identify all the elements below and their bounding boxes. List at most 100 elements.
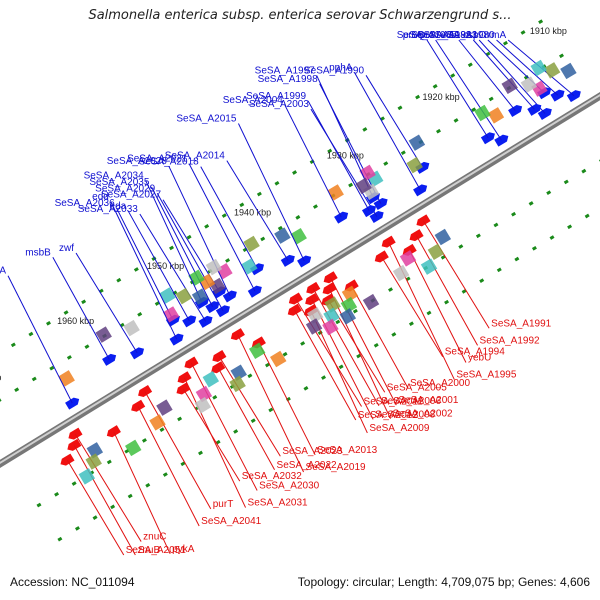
- gene-arrow[interactable]: [527, 102, 543, 116]
- gene-label[interactable]: SeSA_A1983: [417, 30, 477, 41]
- gene-arrow[interactable]: [66, 427, 83, 442]
- gene-arrow[interactable]: [65, 438, 82, 453]
- gene-label[interactable]: proQ: [403, 30, 425, 41]
- gene-label[interactable]: SeSA_A2036: [55, 198, 115, 209]
- gene-arrow[interactable]: [65, 396, 81, 410]
- gene-label[interactable]: SeSA_A1997: [255, 66, 315, 77]
- gene-label[interactable]: SeSA_A2011: [364, 396, 424, 407]
- gene-arrow[interactable]: [210, 349, 227, 364]
- gene-arrow[interactable]: [408, 229, 424, 243]
- gene-arrow[interactable]: [280, 253, 297, 267]
- gene-arrow[interactable]: [480, 130, 497, 145]
- gene-label[interactable]: SeSA_A2014: [165, 151, 225, 162]
- gene-arrow[interactable]: [209, 361, 226, 375]
- gene-label[interactable]: SeSA_A2006: [381, 396, 441, 407]
- gene-label[interactable]: SeSA_A2021: [127, 154, 187, 165]
- gene-label[interactable]: SeSA_A2033: [78, 204, 138, 215]
- gene-label[interactable]: SeSA_A2019: [306, 462, 366, 473]
- gene-arrow[interactable]: [373, 196, 390, 211]
- gene-label[interactable]: rrmA: [484, 30, 506, 41]
- gene-arrow[interactable]: [334, 210, 350, 224]
- gene-arrow[interactable]: [380, 235, 396, 250]
- gene-arrow[interactable]: [286, 303, 302, 318]
- gene-arrow[interactable]: [287, 292, 303, 307]
- gene-label[interactable]: SeSA_A1980: [434, 30, 494, 41]
- gene-label[interactable]: edd: [92, 192, 109, 203]
- gene-label[interactable]: SeSA_A1994: [445, 347, 505, 358]
- gene-label[interactable]: SeSA_A2001: [398, 395, 458, 406]
- gene-arrow[interactable]: [550, 88, 566, 102]
- gene-label[interactable]: SeSA_A2030: [259, 480, 319, 491]
- gene-label[interactable]: SeSA_A1995: [456, 370, 516, 381]
- gene-arrow[interactable]: [249, 261, 266, 276]
- gene-arrow[interactable]: [182, 313, 198, 328]
- gene-arrow[interactable]: [303, 293, 320, 307]
- gene-label[interactable]: pphA: [329, 62, 353, 73]
- gene-label[interactable]: msbB: [25, 247, 51, 258]
- gene-label[interactable]: znuB: [137, 545, 160, 556]
- gene-arrow[interactable]: [537, 106, 554, 120]
- gene-arrow[interactable]: [136, 384, 153, 399]
- gene-arrow[interactable]: [361, 203, 378, 218]
- gene-label[interactable]: SeSA_A2012: [358, 410, 418, 421]
- gene-arrow[interactable]: [129, 345, 146, 360]
- gene-label[interactable]: SeSA_A2008: [375, 409, 435, 420]
- gene-label[interactable]: SeSA_A1998: [258, 74, 318, 85]
- gene-label[interactable]: SeSA_A2027: [101, 190, 161, 201]
- gene-label[interactable]: SeSA_A2023: [282, 446, 342, 457]
- gene-arrow[interactable]: [494, 133, 510, 147]
- gene-label[interactable]: SeSA_A1999: [246, 91, 306, 102]
- gene-label[interactable]: SeSA_A2009: [369, 423, 429, 434]
- gene-label[interactable]: SeSA_A2013: [317, 445, 377, 456]
- gene-label[interactable]: SeSA_A1985: [397, 30, 457, 41]
- gene-arrow[interactable]: [369, 209, 386, 224]
- gene-arrow[interactable]: [169, 332, 185, 346]
- gene-label[interactable]: pykA: [172, 544, 195, 555]
- gene-label[interactable]: SeSA_A2004: [223, 95, 283, 106]
- gene-arrow[interactable]: [129, 399, 146, 414]
- gene-arrow[interactable]: [229, 328, 245, 342]
- gene-label[interactable]: SeSA_A1992: [480, 335, 540, 346]
- gene-arrow[interactable]: [322, 271, 338, 285]
- gene-arrow[interactable]: [413, 182, 429, 197]
- gene-arrow[interactable]: [537, 85, 553, 100]
- gene-arrow[interactable]: [58, 453, 75, 468]
- gene-label[interactable]: SeSA_A2015: [176, 114, 236, 125]
- gene-arrow[interactable]: [176, 371, 192, 385]
- gene-label[interactable]: SeSA_A1990: [304, 65, 364, 76]
- gene-arrow[interactable]: [198, 314, 214, 328]
- gene-label[interactable]: SeSA_A2000: [410, 378, 470, 389]
- gene-label[interactable]: SeSA_A2034: [84, 170, 144, 181]
- gene-arrow[interactable]: [222, 288, 239, 303]
- gene-label[interactable]: SeSA_A2031: [248, 498, 308, 509]
- gene-label[interactable]: SeSA_A2028: [107, 156, 167, 167]
- gene-arrow[interactable]: [304, 281, 321, 296]
- gene-arrow[interactable]: [321, 282, 337, 296]
- gene-label[interactable]: zwf: [59, 243, 74, 254]
- gene-label[interactable]: yebU: [468, 352, 491, 363]
- gene-label[interactable]: prc: [420, 30, 434, 41]
- gene-label[interactable]: SeSA_A2041: [201, 516, 261, 527]
- gene-label[interactable]: SeSA_A2003: [249, 99, 309, 110]
- gene-label[interactable]: eda: [110, 201, 127, 212]
- gene-label[interactable]: znuA: [0, 266, 6, 277]
- gene-arrow[interactable]: [414, 214, 431, 228]
- gene-arrow[interactable]: [508, 103, 524, 118]
- gene-label[interactable]: SeSA_A2005: [387, 382, 447, 393]
- gene-arrow[interactable]: [215, 303, 232, 318]
- gene-label[interactable]: SeSA_A2018: [139, 157, 199, 168]
- gene-label[interactable]: SeSA_A2029: [95, 183, 155, 194]
- gene-label[interactable]: SeSA_A1982: [411, 30, 471, 41]
- gene-arrow[interactable]: [373, 250, 389, 264]
- gene-arrow[interactable]: [102, 352, 118, 366]
- gene-arrow[interactable]: [566, 88, 583, 103]
- gene-label[interactable]: SeSA_A2022: [277, 460, 337, 471]
- gene-label[interactable]: znuC: [143, 532, 166, 543]
- gene-arrow[interactable]: [105, 425, 121, 439]
- gene-label[interactable]: SeSA_A2051: [126, 545, 186, 556]
- gene-label[interactable]: SeSA_A2002: [393, 409, 453, 420]
- gene-arrow[interactable]: [174, 382, 191, 397]
- gene-arrow[interactable]: [205, 299, 221, 314]
- gene-arrow[interactable]: [247, 284, 264, 298]
- gene-label[interactable]: SeSA_A2032: [242, 471, 302, 482]
